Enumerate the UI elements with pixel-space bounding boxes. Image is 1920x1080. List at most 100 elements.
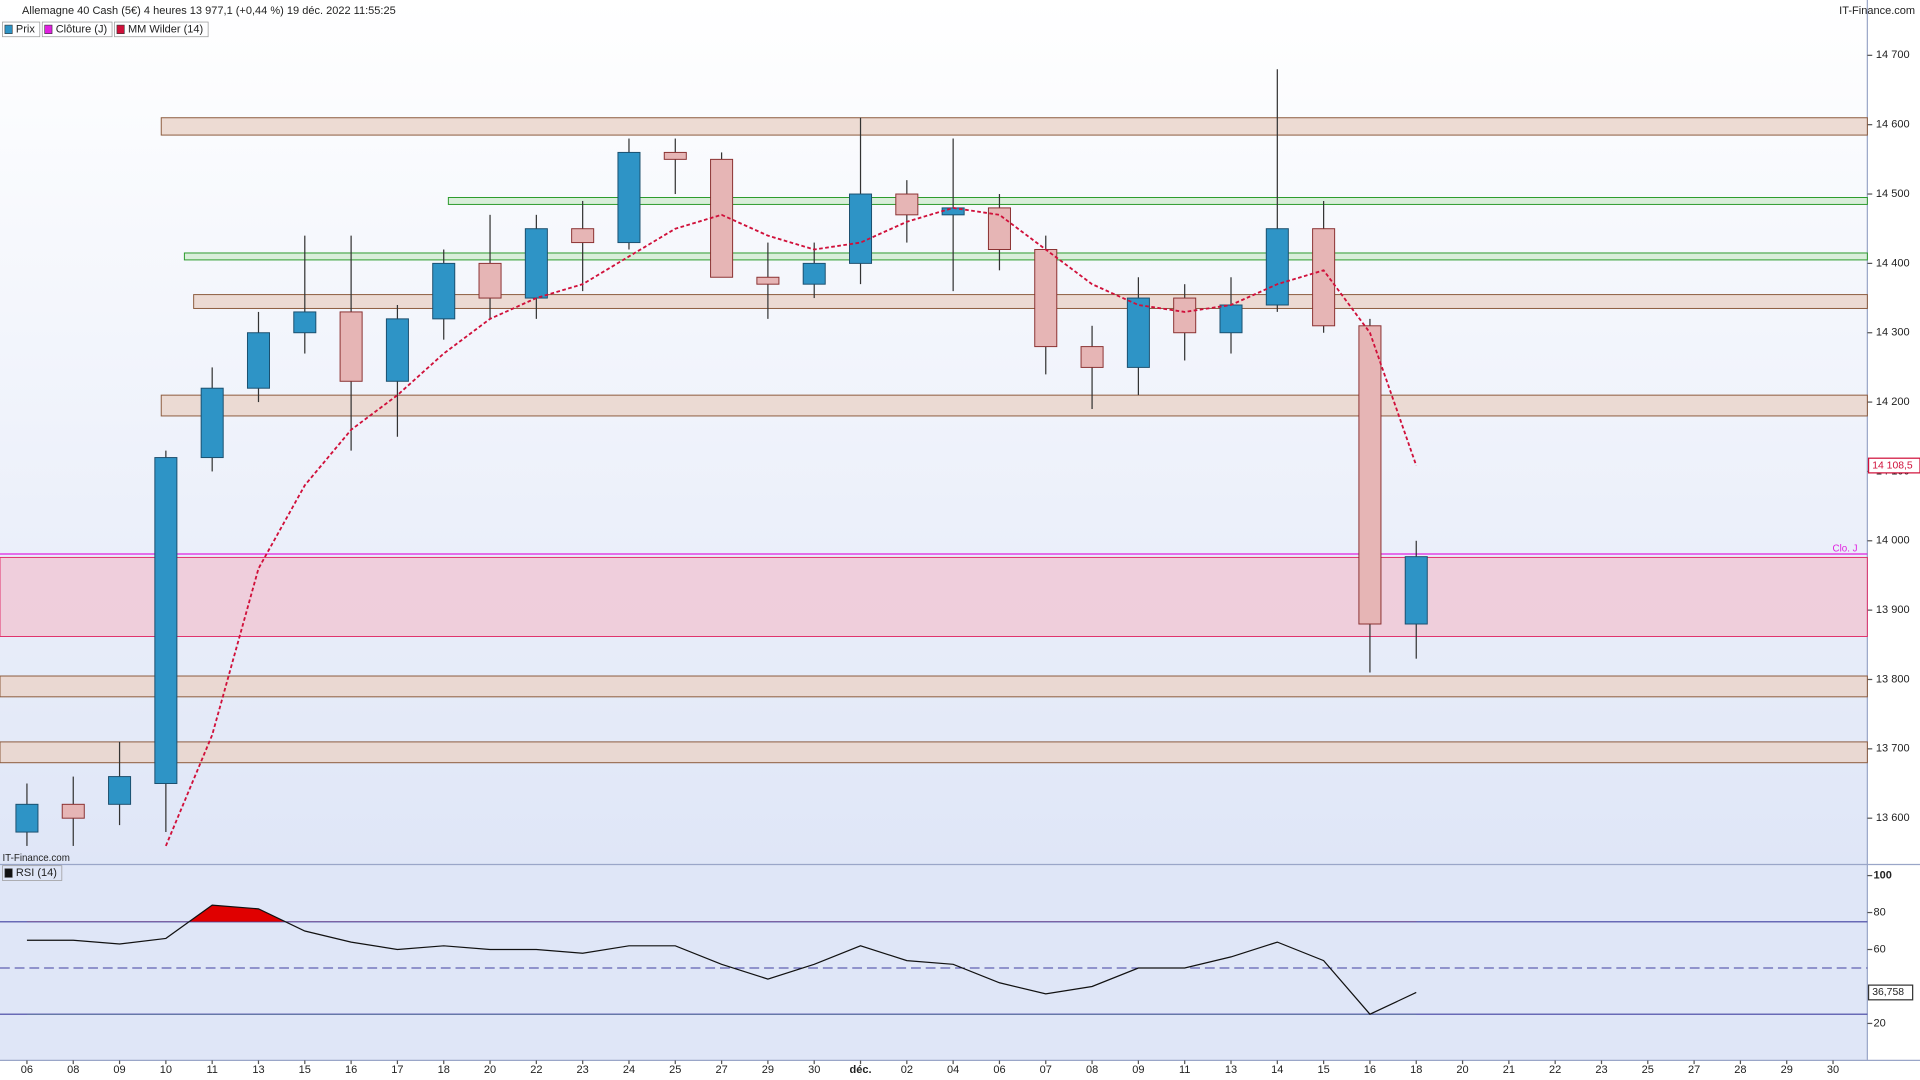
price-tag-label: 14 108,5 [1872, 460, 1913, 471]
y-tick-label: 100 [1873, 869, 1891, 881]
x-tick-label: 09 [1132, 1064, 1144, 1076]
moving-average [165, 206, 1418, 847]
x-tick-label: 29 [762, 1064, 774, 1076]
candle-body [1080, 346, 1104, 368]
x-tick-label: 11 [206, 1064, 217, 1076]
legend-label: Clôture (J) [56, 23, 107, 35]
candle-body [524, 228, 548, 299]
x-tick-label: 23 [1595, 1064, 1607, 1076]
x-tick-label: 17 [391, 1064, 403, 1076]
candle-body [802, 262, 826, 285]
y-tick-label: 60 [1873, 943, 1885, 955]
legend-swatch [44, 24, 53, 34]
y-tick-label: 20 [1873, 1017, 1885, 1029]
candle-body [895, 193, 919, 216]
candle-body [385, 318, 409, 382]
candle-body [1219, 304, 1243, 334]
candle-body [61, 803, 85, 819]
legend-swatch [116, 24, 125, 34]
legend-box [114, 21, 209, 38]
candle-body [1404, 556, 1428, 625]
legend-swatch [4, 24, 13, 34]
rsi-tag [1867, 984, 1914, 1001]
price-tag [1867, 457, 1920, 474]
x-tick-label: 14 [1271, 1064, 1283, 1076]
x-tick-label: 09 [113, 1064, 125, 1076]
candle-body [478, 262, 502, 299]
legend-label: Prix [16, 23, 35, 35]
candle-body [617, 151, 641, 244]
zone [0, 675, 1868, 698]
y-tick-label: 80 [1873, 906, 1885, 918]
candle-body [1265, 228, 1289, 306]
candle-body [1358, 325, 1382, 625]
x-tick-label: 28 [1734, 1064, 1746, 1076]
x-tick-label: 06 [21, 1064, 33, 1076]
zone [193, 294, 1868, 309]
y-tick-label: 13 700 [1876, 743, 1910, 755]
legend-box [2, 21, 41, 38]
x-tick-label: 22 [1549, 1064, 1561, 1076]
x-tick-label: 25 [1642, 1064, 1654, 1076]
y-tick-label: 14 700 [1876, 49, 1910, 61]
close-label: Clo. J [1833, 544, 1858, 555]
y-tick-label: 14 300 [1876, 327, 1910, 339]
candle-body [246, 332, 271, 389]
y-tick-label: 14 000 [1876, 535, 1910, 547]
watermark: IT-Finance.com [2, 853, 69, 864]
zone [160, 117, 1868, 136]
x-tick-label: 23 [577, 1064, 589, 1076]
x-tick-label: 15 [299, 1064, 311, 1076]
y-tick-label: 13 600 [1876, 812, 1910, 824]
x-tick-label: 27 [1688, 1064, 1700, 1076]
rsi-tag-label: 36,758 [1872, 987, 1904, 998]
x-tick-label: 27 [715, 1064, 727, 1076]
x-tick-label: 24 [623, 1064, 635, 1076]
x-tick-label: 13 [252, 1064, 264, 1076]
source: IT-Finance.com [1839, 5, 1915, 17]
rsi-line [26, 904, 1417, 1015]
x-tick-label: 13 [1225, 1064, 1237, 1076]
marks: 13 600 13 700 13 800 13 900 14 000 14 100 14 2… [0, 21, 1920, 1076]
zone [0, 556, 1868, 637]
price-pane [0, 0, 1868, 865]
candle-body [1126, 297, 1150, 368]
candle-body [293, 311, 317, 334]
x-tick-label: 20 [484, 1064, 496, 1076]
candle-body [154, 457, 178, 785]
candle-body [849, 193, 873, 264]
legend-swatch [4, 868, 13, 878]
legend-label: MM Wilder (14) [128, 23, 203, 35]
candle-body [1173, 297, 1197, 334]
x-tick-label: 10 [160, 1064, 172, 1076]
x-tick-label: 25 [669, 1064, 681, 1076]
x-tick-label: 22 [530, 1064, 542, 1076]
zone [183, 252, 1868, 261]
candle-body [1312, 228, 1336, 327]
x-tick-label: 06 [993, 1064, 1005, 1076]
x-tick-label: 02 [901, 1064, 913, 1076]
candle-body [15, 803, 39, 833]
overbought-fill [189, 905, 286, 922]
x-tick-label: 30 [808, 1064, 820, 1076]
y-tick-label: 14 400 [1876, 257, 1910, 269]
x-tick-label: 08 [1086, 1064, 1098, 1076]
y-tick-label: 14 600 [1876, 119, 1910, 131]
x-tick-label: 07 [1040, 1064, 1052, 1076]
x-tick-label: 16 [1364, 1064, 1376, 1076]
candle-body [108, 776, 132, 805]
candle-body [432, 262, 456, 320]
x-tick-label: 18 [438, 1064, 450, 1076]
legend-label: RSI (14) [16, 867, 57, 879]
y-tick-label: 14 500 [1876, 188, 1910, 200]
x-tick-label: 21 [1503, 1064, 1515, 1076]
candle-body [987, 207, 1011, 251]
y-tick-label: 14 200 [1876, 396, 1910, 408]
candle-body [1034, 249, 1058, 348]
candle-body [663, 151, 687, 160]
legend-box [41, 21, 113, 38]
candle-body [571, 228, 595, 244]
y-tick-label: 13 900 [1876, 604, 1910, 616]
x-tick-label: 15 [1317, 1064, 1329, 1076]
